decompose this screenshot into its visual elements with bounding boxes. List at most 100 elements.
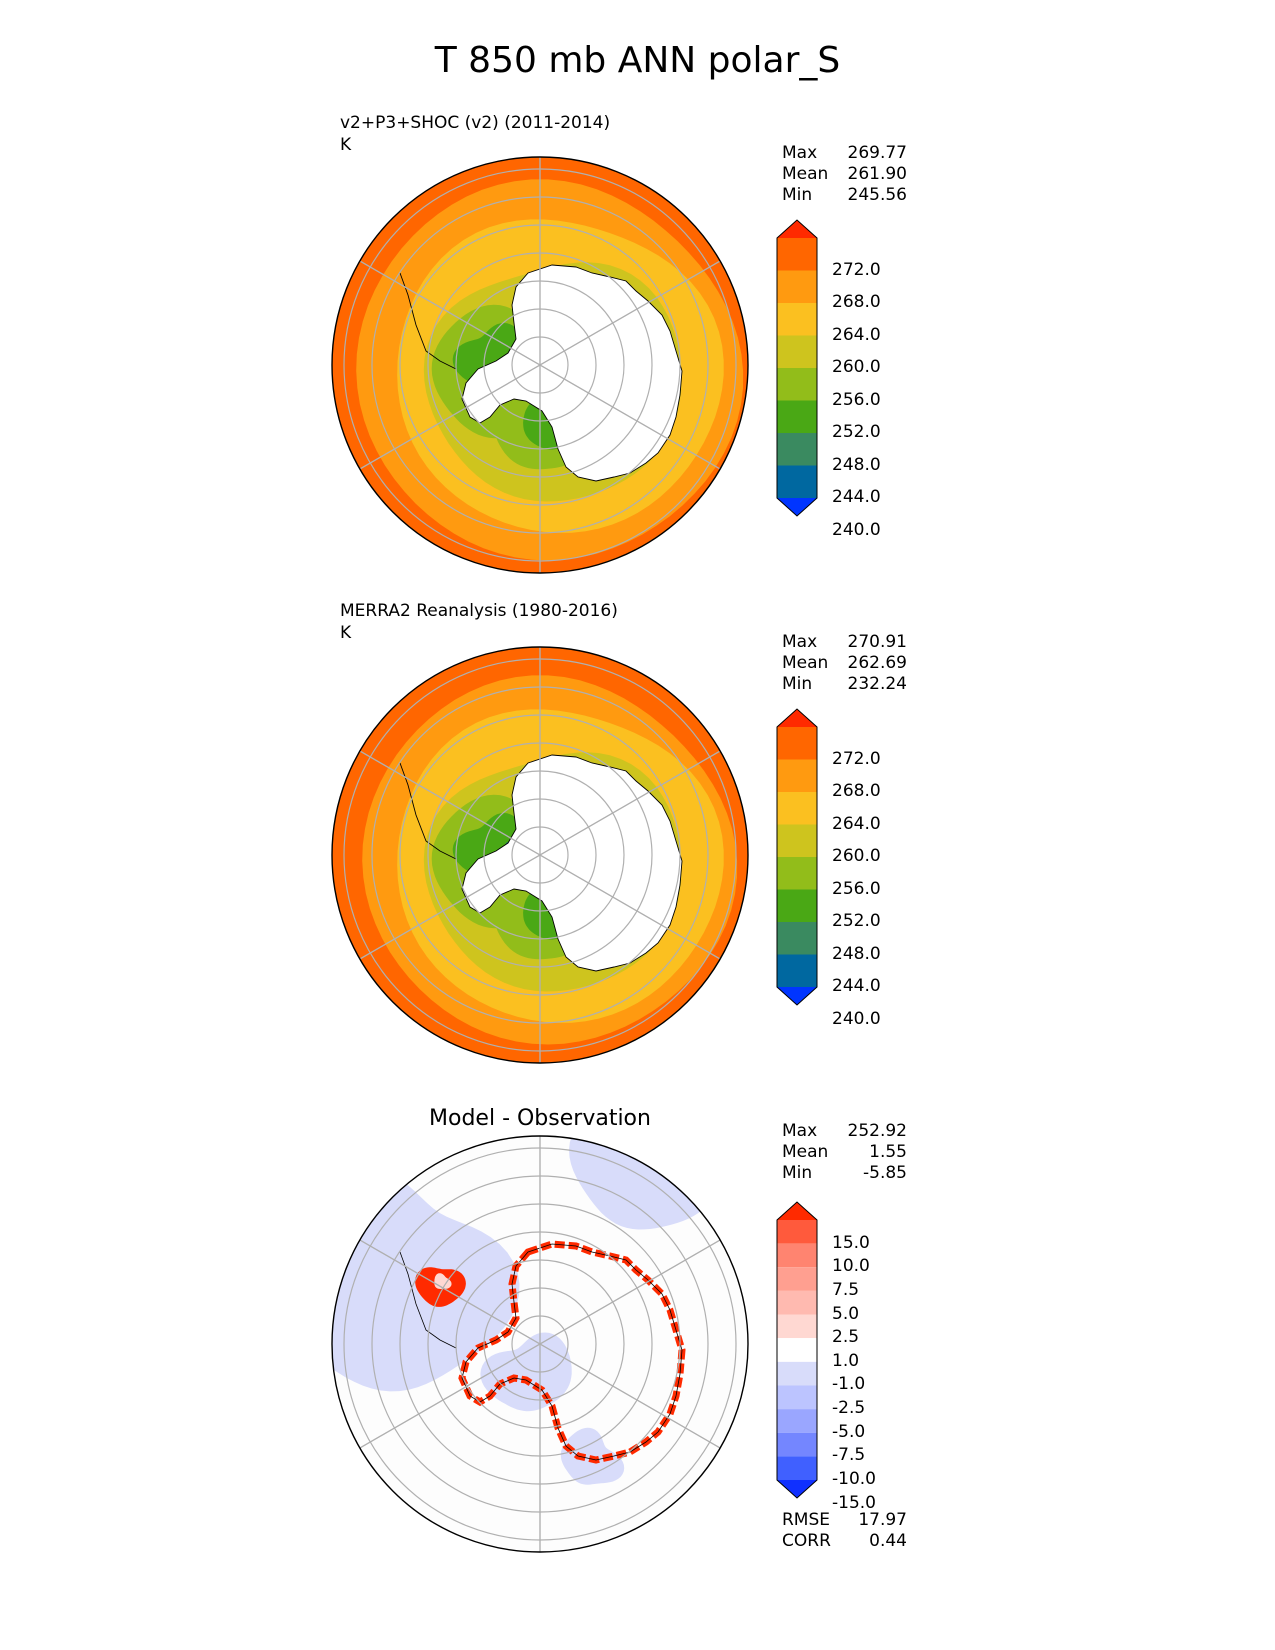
colorbar-segment [777, 922, 817, 955]
panel2-title-text: MERRA2 Reanalysis (1980-2016) [340, 601, 618, 621]
colorbar-segment [777, 465, 817, 498]
colorbar-outline [776, 708, 818, 1006]
colorbar-segment [777, 1220, 817, 1244]
stat-label: Mean [782, 653, 829, 673]
colorbar-segment [777, 1202, 817, 1220]
colorbar-segment [777, 954, 817, 987]
stat-label: Mean [782, 1142, 829, 1162]
colorbar-tick-label: 240.0 [832, 1008, 881, 1029]
colorbar-tick-label: 248.0 [832, 943, 881, 964]
colorbar-segment [777, 1361, 817, 1386]
panel3-stats: Max 252.92 Mean 1.55 Min -5.85 [782, 1121, 907, 1184]
colorbar-tick-label: 244.0 [832, 487, 881, 507]
colorbar-tick-label: -7.5 [832, 1445, 866, 1466]
map-layer [332, 157, 748, 573]
colorbar-tick-label: 15.0 [832, 1232, 870, 1253]
colorbar-segment [777, 400, 817, 433]
metric-value: 17.97 [858, 1510, 907, 1530]
colorbar-segment [777, 498, 817, 516]
panel2-colorbar [776, 708, 818, 1006]
colorbar-segment [777, 433, 817, 466]
stat-label: Min [782, 185, 813, 205]
colorbar-tick-label: 256.0 [832, 878, 881, 899]
coastline-south-america [399, 1251, 457, 1349]
metric-label: CORR [782, 1531, 831, 1551]
stat-label: Min [782, 1163, 813, 1183]
colorbar-segment [777, 303, 817, 336]
colorbar-tick-label: 260.0 [832, 357, 881, 377]
stat-value: 232.24 [847, 674, 907, 694]
stat-label: Max [782, 632, 818, 652]
colorbar-tick-label: 240.0 [832, 519, 881, 540]
map-layer [332, 647, 748, 1063]
metric-value: 0.44 [869, 1531, 907, 1551]
colorbar-tick-label: -1.0 [832, 1374, 866, 1395]
colorbar-tick-label: 264.0 [832, 324, 881, 345]
stat-label: Max [782, 143, 818, 163]
colorbar-tick-label: -15.0 [832, 1492, 876, 1513]
panel3-colorbar [776, 1201, 818, 1499]
colorbar-segment [777, 987, 817, 1005]
stat-value: 269.77 [847, 143, 907, 163]
colorbar-tick-label: 256.0 [832, 389, 881, 410]
longitude-gridline [539, 1343, 721, 1449]
colorbar-segment [777, 1243, 817, 1268]
panel3-title: Model - Observation [429, 1106, 651, 1131]
colorbar-tick-label: 260.0 [832, 846, 881, 866]
colorbar-tick-label: 5.0 [832, 1303, 860, 1324]
colorbar-tick-label: 264.0 [832, 813, 881, 834]
masked-continent [462, 265, 682, 481]
stat-label: Max [782, 1121, 818, 1141]
longitude-gridline [359, 364, 541, 470]
stat-value: -5.85 [863, 1163, 907, 1183]
panel2-stats: Max 270.91 Mean 262.69 Min 232.24 [782, 632, 907, 695]
panel1-units: K [340, 135, 352, 155]
colorbar-segment [777, 709, 817, 727]
colorbar-tick-label: -2.5 [832, 1398, 866, 1419]
panel1-title: v2+P3+SHOC (v2) (2011-2014) K [340, 112, 610, 156]
colorbar-outline [776, 219, 818, 517]
stat-value: 270.91 [847, 632, 907, 652]
longitude-gridline [539, 1239, 721, 1345]
stat-value: 261.90 [847, 164, 907, 184]
colorbar-tick-label: 252.0 [832, 911, 881, 931]
colorbar-segment [777, 1290, 817, 1315]
colorbar-segment [777, 335, 817, 368]
colorbar-segment [777, 1385, 817, 1410]
colorbar-segment [777, 1314, 817, 1339]
diff-negative-ross [480, 1332, 572, 1412]
colorbar-segment [777, 270, 817, 303]
longitude-gridline [539, 364, 721, 470]
longitude-gridline [359, 260, 541, 366]
colorbar-segment [777, 792, 817, 825]
map-frame [331, 156, 749, 574]
colorbar-segment [777, 727, 817, 760]
map-frame [331, 646, 749, 1064]
stat-label: Min [782, 674, 813, 694]
figure-title: T 850 mb ANN polar_S [434, 40, 841, 81]
colorbar-tick-label: 244.0 [832, 976, 881, 996]
longitude-gridline [539, 750, 721, 856]
longitude-gridline [359, 1343, 541, 1449]
stat-value: 252.92 [847, 1121, 907, 1141]
colorbar-tick-label: 1.0 [832, 1350, 860, 1371]
colorbar-segment [777, 220, 817, 238]
coastline-south-america [399, 272, 457, 370]
longitude-gridline [539, 854, 721, 960]
panel1-colorbar [776, 219, 818, 517]
colorbar-segment [777, 1432, 817, 1457]
colorbar-segment [777, 759, 817, 792]
colorbar-tick-label: 10.0 [832, 1256, 870, 1277]
stat-value: 262.69 [847, 653, 907, 673]
panel2-polar-map [331, 646, 749, 1064]
panel3-polar-map [331, 1135, 749, 1553]
colorbar-tick-label: 252.0 [832, 422, 881, 442]
colorbar-tick-label: 248.0 [832, 454, 881, 475]
colorbar-segment [777, 368, 817, 401]
panel2-title: MERRA2 Reanalysis (1980-2016) K [340, 600, 618, 644]
longitude-gridline [359, 750, 541, 856]
colorbar-tick-label: -10.0 [832, 1469, 876, 1489]
panel3-metrics: RMSE 17.97 CORR 0.44 [782, 1510, 907, 1552]
colorbar-segment [777, 1338, 817, 1362]
panel2-units: K [340, 623, 352, 643]
